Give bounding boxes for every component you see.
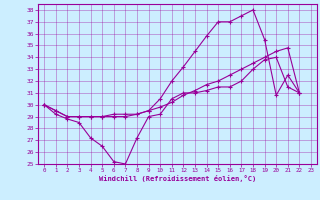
X-axis label: Windchill (Refroidissement éolien,°C): Windchill (Refroidissement éolien,°C) — [99, 175, 256, 182]
